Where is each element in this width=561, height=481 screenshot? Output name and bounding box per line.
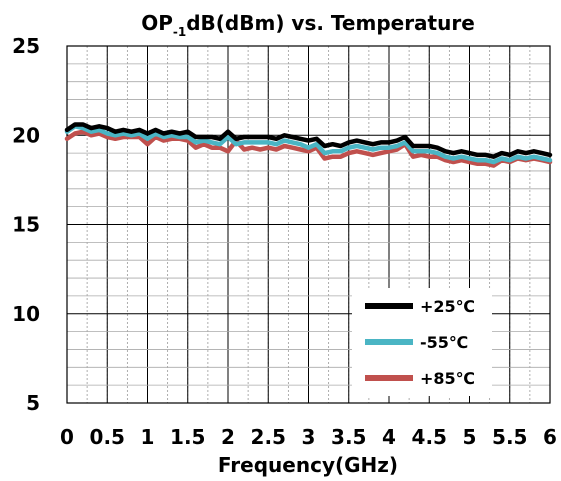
x-tick-label: 6 — [543, 425, 557, 449]
plot-frame — [66, 45, 551, 404]
x-axis-label: Frequency(GHz) — [218, 453, 398, 477]
x-tick-labels: 0 0.5 1 1.5 2 2.5 3 3.5 4 4.5 5 5.5 6 — [60, 425, 557, 449]
chart-title-rest: dB(dBm) vs. Temperature — [186, 11, 475, 35]
legend-label: +85℃ — [420, 369, 475, 388]
x-tick-label: 4 — [382, 425, 396, 449]
x-tick-label: 0 — [60, 425, 74, 449]
chart-title-main: OP — [141, 11, 173, 35]
x-tick-label: 4.5 — [412, 425, 447, 449]
chart-title-subscript: -1 — [173, 25, 186, 39]
x-tick-label: 2 — [221, 425, 235, 449]
series-lines — [64, 122, 553, 168]
y-tick-label: 5 — [26, 391, 40, 415]
x-tick-label: 3.5 — [331, 425, 366, 449]
y-tick-label: 25 — [12, 34, 40, 58]
x-tick-label: 3 — [302, 425, 316, 449]
series-line — [64, 122, 553, 159]
legend-label: -55℃ — [420, 333, 468, 352]
series-line — [64, 124, 553, 165]
grid — [67, 46, 550, 403]
series-line — [64, 129, 553, 168]
y-tick-label: 20 — [12, 123, 40, 147]
y-tick-label: 15 — [12, 213, 40, 237]
x-tick-label: 1 — [141, 425, 155, 449]
x-tick-label: 5.5 — [492, 425, 527, 449]
legend-label: +25℃ — [420, 297, 475, 316]
x-tick-label: 0.5 — [90, 425, 125, 449]
y-tick-labels: 5 10 15 20 25 — [12, 34, 40, 415]
legend: +25℃ -55℃ +85℃ — [352, 288, 492, 396]
y-tick-label: 10 — [12, 302, 40, 326]
x-tick-label: 5 — [463, 425, 477, 449]
x-tick-label: 1.5 — [170, 425, 205, 449]
chart-title: OP-1dB(dBm) vs. Temperature — [141, 11, 475, 39]
x-tick-label: 2.5 — [251, 425, 286, 449]
